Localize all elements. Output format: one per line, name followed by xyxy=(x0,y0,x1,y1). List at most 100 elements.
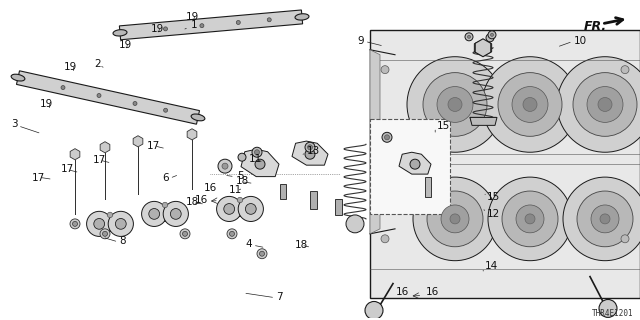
Circle shape xyxy=(346,215,364,233)
Circle shape xyxy=(218,159,232,173)
Circle shape xyxy=(148,209,159,219)
Circle shape xyxy=(498,73,562,136)
Circle shape xyxy=(488,177,572,261)
Circle shape xyxy=(381,66,389,74)
Text: 16: 16 xyxy=(204,183,217,193)
Text: 17: 17 xyxy=(32,173,45,183)
Circle shape xyxy=(141,201,167,227)
Polygon shape xyxy=(120,10,303,40)
Circle shape xyxy=(598,98,612,111)
Polygon shape xyxy=(470,117,497,125)
Text: 18: 18 xyxy=(186,197,199,207)
Text: 19: 19 xyxy=(186,12,199,21)
Text: 14: 14 xyxy=(485,261,499,271)
Circle shape xyxy=(70,219,80,229)
Polygon shape xyxy=(370,50,380,234)
Circle shape xyxy=(488,31,496,39)
Polygon shape xyxy=(229,202,251,216)
Polygon shape xyxy=(399,152,431,174)
Circle shape xyxy=(407,57,503,152)
Polygon shape xyxy=(99,217,121,231)
Circle shape xyxy=(382,132,392,142)
Circle shape xyxy=(482,57,578,152)
Text: 9: 9 xyxy=(357,36,364,46)
Text: 5: 5 xyxy=(237,171,243,181)
Polygon shape xyxy=(70,149,80,160)
Circle shape xyxy=(307,145,312,150)
Circle shape xyxy=(563,177,640,261)
Circle shape xyxy=(467,35,470,38)
Text: 1: 1 xyxy=(191,20,197,30)
Circle shape xyxy=(222,163,228,169)
Ellipse shape xyxy=(295,14,309,20)
Text: 8: 8 xyxy=(120,236,126,246)
Text: 16: 16 xyxy=(396,287,409,297)
Circle shape xyxy=(591,205,619,233)
Circle shape xyxy=(238,153,246,161)
Polygon shape xyxy=(292,141,328,165)
Bar xyxy=(335,199,342,215)
Circle shape xyxy=(245,204,256,214)
Text: 18: 18 xyxy=(294,240,308,250)
Ellipse shape xyxy=(113,30,127,36)
Circle shape xyxy=(216,196,242,221)
Circle shape xyxy=(97,93,101,98)
Text: 3: 3 xyxy=(12,119,18,129)
Circle shape xyxy=(441,205,469,233)
Circle shape xyxy=(599,300,617,317)
Polygon shape xyxy=(133,136,143,147)
Circle shape xyxy=(525,214,535,224)
Circle shape xyxy=(238,196,264,221)
Circle shape xyxy=(255,159,265,169)
Polygon shape xyxy=(241,149,279,177)
Ellipse shape xyxy=(191,114,205,121)
Circle shape xyxy=(163,201,188,227)
Text: 4: 4 xyxy=(245,239,252,249)
Circle shape xyxy=(386,150,394,158)
Circle shape xyxy=(108,212,113,218)
Circle shape xyxy=(257,249,267,259)
Circle shape xyxy=(365,301,383,319)
Circle shape xyxy=(557,57,640,152)
Text: 15: 15 xyxy=(436,121,450,132)
Circle shape xyxy=(621,235,629,243)
Circle shape xyxy=(385,135,390,140)
Circle shape xyxy=(182,231,188,236)
Text: FR.: FR. xyxy=(584,20,607,33)
Circle shape xyxy=(94,219,104,229)
Circle shape xyxy=(255,150,259,155)
Circle shape xyxy=(465,33,473,41)
Circle shape xyxy=(450,214,460,224)
Circle shape xyxy=(170,209,181,219)
Circle shape xyxy=(413,177,497,261)
Text: 12: 12 xyxy=(486,209,500,219)
Circle shape xyxy=(381,235,389,243)
Circle shape xyxy=(108,211,133,236)
Text: 17: 17 xyxy=(61,164,74,174)
Circle shape xyxy=(227,229,237,239)
FancyBboxPatch shape xyxy=(370,119,450,214)
Text: 11: 11 xyxy=(229,185,243,196)
Circle shape xyxy=(268,18,271,22)
Bar xyxy=(425,177,431,197)
Circle shape xyxy=(577,191,633,247)
Circle shape xyxy=(305,142,315,152)
Circle shape xyxy=(427,191,483,247)
Circle shape xyxy=(100,229,110,239)
Polygon shape xyxy=(100,142,110,153)
Circle shape xyxy=(502,191,558,247)
Text: 2: 2 xyxy=(95,59,101,69)
Text: THR4E1201: THR4E1201 xyxy=(592,309,634,318)
Circle shape xyxy=(115,219,126,229)
Ellipse shape xyxy=(11,74,25,81)
Text: 13: 13 xyxy=(307,146,321,156)
Circle shape xyxy=(621,66,629,74)
Text: 16: 16 xyxy=(195,195,209,205)
Circle shape xyxy=(72,221,77,226)
Circle shape xyxy=(102,231,108,236)
Circle shape xyxy=(133,101,137,106)
Circle shape xyxy=(437,87,473,122)
Text: 16: 16 xyxy=(426,287,439,297)
Circle shape xyxy=(86,211,112,236)
Polygon shape xyxy=(476,39,491,57)
